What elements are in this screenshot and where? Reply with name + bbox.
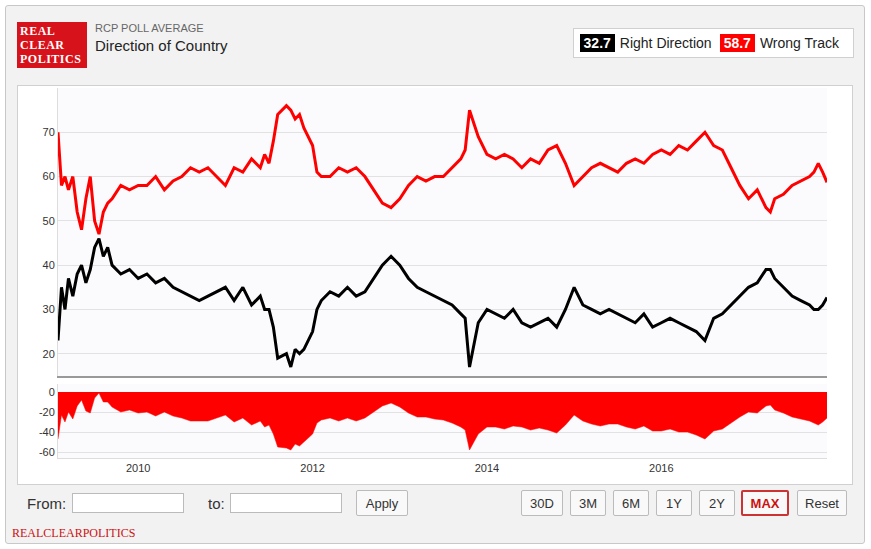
svg-text:50: 50 xyxy=(43,215,55,227)
html-text:Direction of Country: Direction of Country xyxy=(95,37,228,54)
html-text:MAX: MAX xyxy=(750,495,780,511)
html-text:REAL: REAL xyxy=(20,24,56,38)
svg-text:-60: -60 xyxy=(39,446,55,458)
html-text:6M: 6M xyxy=(622,495,640,511)
html-text:From:: From: xyxy=(27,495,67,512)
svg-text:40: 40 xyxy=(43,259,55,271)
svg-text:2016: 2016 xyxy=(649,462,673,474)
html-text:CLEAR: CLEAR xyxy=(20,38,65,52)
svg-text:30: 30 xyxy=(43,303,55,315)
svg-text:60: 60 xyxy=(43,170,55,182)
svg-text:-40: -40 xyxy=(39,426,55,438)
html-text:Right Direction: Right Direction xyxy=(619,35,712,51)
html-text:2Y: 2Y xyxy=(709,495,725,511)
html-text:REALCLEARPOLITICS: REALCLEARPOLITICS xyxy=(12,526,136,540)
svg-text:2010: 2010 xyxy=(126,462,150,474)
svg-text:-20: -20 xyxy=(39,406,55,418)
html-text:Apply: Apply xyxy=(365,495,399,511)
html-text:32.7: 32.7 xyxy=(583,35,611,51)
svg-text:20: 20 xyxy=(43,348,55,360)
svg-text:0: 0 xyxy=(49,386,55,398)
svg-text:70: 70 xyxy=(43,126,55,138)
html-text:to:: to: xyxy=(208,495,225,512)
html-text:30D: 30D xyxy=(530,495,554,511)
svg-text:2014: 2014 xyxy=(475,462,499,474)
html-text:RCP POLL AVERAGE: RCP POLL AVERAGE xyxy=(95,22,204,34)
html-text:Reset: Reset xyxy=(805,495,839,511)
html-text:Wrong Track: Wrong Track xyxy=(759,35,839,51)
html-text:3M: 3M xyxy=(579,495,597,511)
html-text:58.7: 58.7 xyxy=(723,35,751,51)
svg-text:2012: 2012 xyxy=(300,462,324,474)
html-text:POLITICS: POLITICS xyxy=(20,52,82,66)
html-text:1Y: 1Y xyxy=(666,495,682,511)
